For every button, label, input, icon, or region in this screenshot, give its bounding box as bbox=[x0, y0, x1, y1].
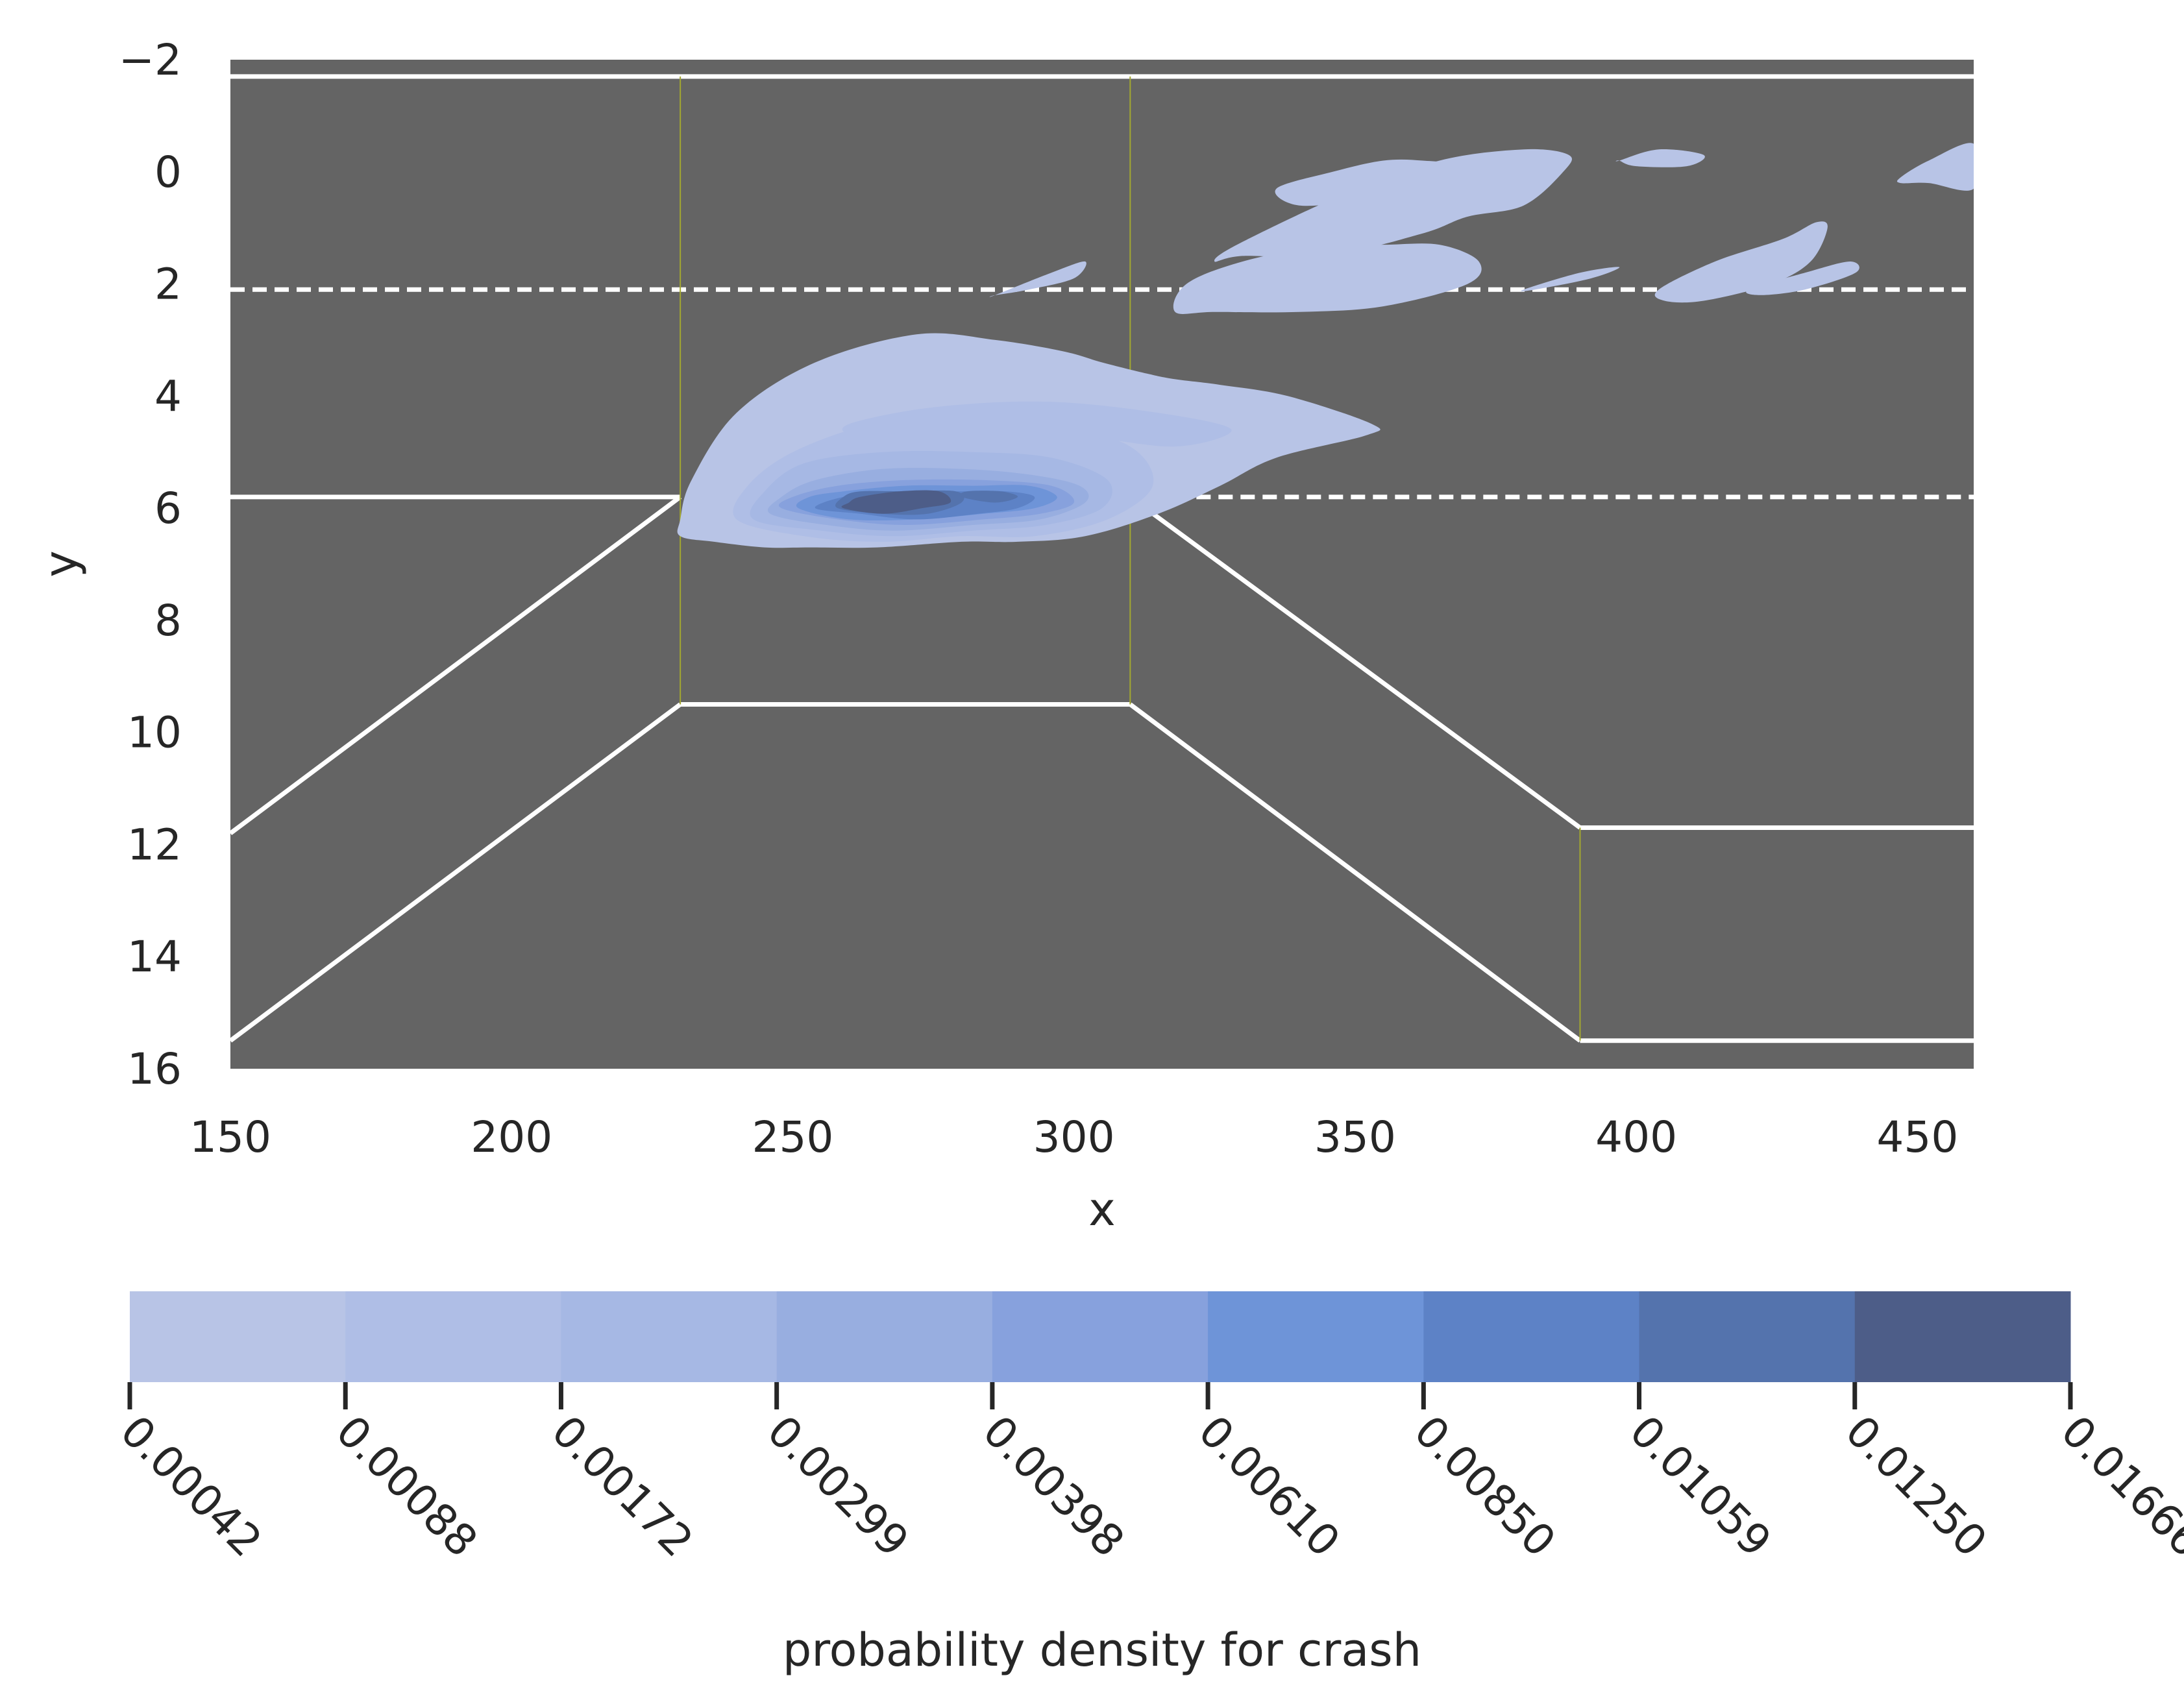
colorbar-bin bbox=[561, 1291, 778, 1382]
density-region-level-0 bbox=[1214, 149, 1572, 262]
y-tick-label: 12 bbox=[127, 820, 182, 870]
density-region-level-8 bbox=[841, 490, 951, 514]
colorbar-bin bbox=[1423, 1291, 1640, 1382]
y-tick-label: 14 bbox=[127, 932, 182, 982]
colorbar-tick-label: 0.00850 bbox=[1405, 1406, 1565, 1566]
colorbar-tick-label: 0.00398 bbox=[974, 1406, 1134, 1566]
road-line-solid bbox=[1129, 702, 1582, 1043]
x-axis-label: x bbox=[1088, 1183, 1115, 1236]
x-tick-label: 350 bbox=[1314, 1112, 1396, 1162]
colorbar-tick-label: 0.00610 bbox=[1189, 1406, 1349, 1566]
road-line-solid bbox=[230, 702, 682, 1043]
y-tick-label: 2 bbox=[154, 260, 182, 310]
colorbar-bin bbox=[345, 1291, 561, 1382]
colorbar-tick-label: 0.01059 bbox=[1620, 1406, 1780, 1566]
colorbar-bin bbox=[776, 1291, 993, 1382]
colorbar-tick-label: 0.00088 bbox=[326, 1406, 487, 1566]
y-tick-label: 0 bbox=[154, 147, 182, 197]
road-line-solid bbox=[1129, 495, 1582, 830]
colorbar-tick-label: 0.00172 bbox=[542, 1406, 702, 1566]
colorbar-label: probability density for crash bbox=[783, 1624, 1421, 1677]
colorbar-bin bbox=[130, 1291, 346, 1382]
density-region-level-0 bbox=[1654, 221, 1828, 303]
x-tick-label: 400 bbox=[1595, 1112, 1677, 1162]
colorbar-tick-label: 0.01250 bbox=[1835, 1406, 1996, 1566]
y-tick-label: 10 bbox=[127, 708, 182, 758]
density-region-level-1 bbox=[842, 401, 1232, 447]
y-tick-label: 16 bbox=[127, 1044, 182, 1094]
y-tick-label: 8 bbox=[154, 596, 182, 646]
density-region-level-0 bbox=[1173, 243, 1482, 314]
y-tick-label: 4 bbox=[154, 371, 182, 421]
x-tick-label: 250 bbox=[752, 1112, 833, 1162]
y-axis: −2 0 2 4 6 8 10 12 14 16 bbox=[119, 35, 182, 1094]
colorbar-tick-label: 0.01666 bbox=[2052, 1406, 2184, 1566]
plot-background bbox=[230, 60, 1974, 1069]
colorbar-bin bbox=[992, 1291, 1209, 1382]
y-tick-label: 6 bbox=[154, 483, 182, 533]
colorbar-tick-label: 0.00299 bbox=[757, 1406, 918, 1566]
colorbar-bin bbox=[1854, 1291, 2071, 1382]
colorbar-bin bbox=[1639, 1291, 1856, 1382]
x-tick-label: 300 bbox=[1033, 1112, 1115, 1162]
density-contours bbox=[677, 143, 1974, 548]
road-lines bbox=[230, 74, 1974, 1043]
colorbar-bin bbox=[1208, 1291, 1424, 1382]
colorbar: 0.00042 0.00088 0.00172 0.00299 0.00398 0.006… bbox=[111, 1291, 2184, 1566]
x-tick-label: 200 bbox=[471, 1112, 552, 1162]
density-region-level-0 bbox=[989, 261, 1086, 297]
y-axis-label: y bbox=[34, 550, 88, 577]
density-region-level-0 bbox=[1521, 267, 1620, 291]
density-region-level-0 bbox=[1615, 149, 1705, 167]
density-region-level-7 bbox=[959, 491, 1018, 503]
y-tick-label: −2 bbox=[119, 35, 182, 85]
x-tick-label: 150 bbox=[190, 1112, 271, 1162]
x-axis: 150 200 250 300 350 400 450 bbox=[190, 1112, 1958, 1162]
density-region-level-0 bbox=[1896, 143, 1974, 191]
density-region-level-0 bbox=[1746, 262, 1859, 295]
colorbar-tick-label: 0.00042 bbox=[111, 1406, 271, 1566]
road-line-solid bbox=[230, 495, 682, 835]
x-tick-label: 450 bbox=[1876, 1112, 1958, 1162]
